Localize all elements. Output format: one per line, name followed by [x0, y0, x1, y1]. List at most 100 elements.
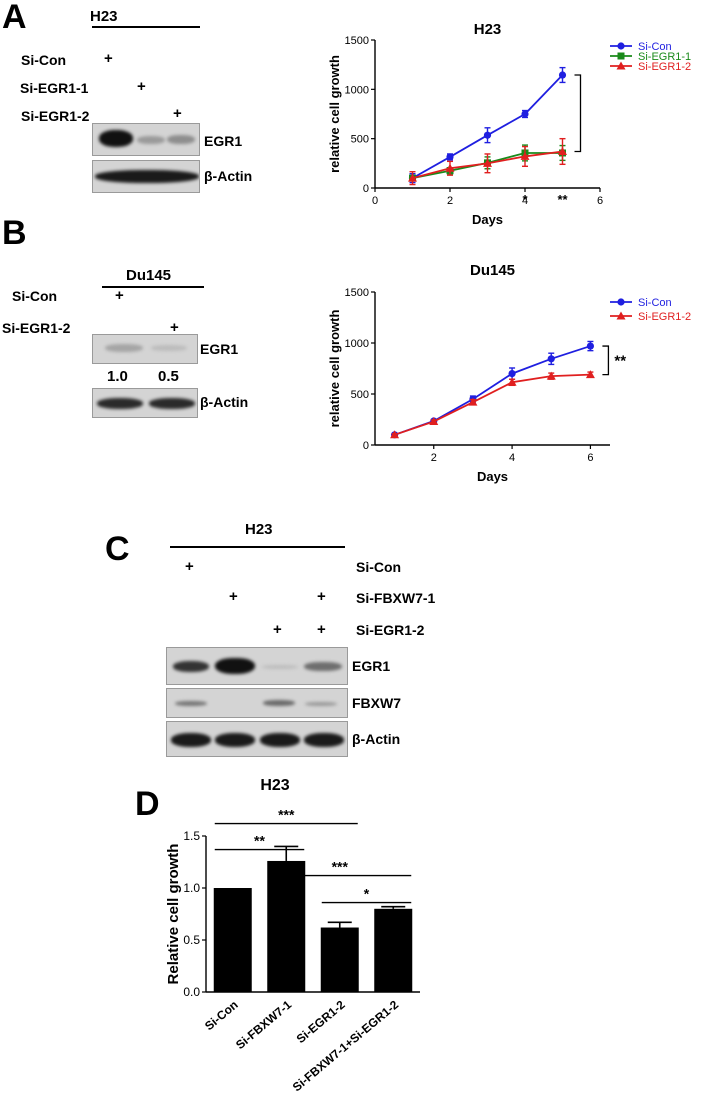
y-tick-label: 1000: [345, 338, 369, 350]
x-tick-label: 2: [431, 452, 437, 464]
legend-label: Si-EGR1-2: [638, 61, 691, 73]
condition-label-si-egr1-1: Si-EGR1-1: [20, 80, 89, 96]
plus-marker: +: [104, 50, 113, 67]
plus-marker: +: [170, 319, 179, 336]
condition-label-si-egr1-2: Si-EGR1-2: [2, 320, 71, 336]
x-tick-label: Si-EGR1-2: [294, 997, 348, 1046]
condition-label-si-fbxw7-1: Si-FBXW7-1: [356, 590, 436, 606]
plus-marker: +: [273, 621, 282, 638]
quantification-lane-2: 0.5: [158, 368, 179, 385]
data-point: [547, 355, 555, 363]
data-point: [585, 370, 595, 379]
quantification-lane-1: 1.0: [107, 368, 128, 385]
data-point: [483, 131, 492, 139]
data-point: [521, 110, 529, 118]
data-point: [520, 151, 530, 160]
data-point: [586, 342, 595, 350]
panel-c-label: C: [105, 530, 130, 568]
condition-label-si-egr1-2: Si-EGR1-2: [21, 108, 90, 124]
panel-a-label: A: [2, 0, 27, 36]
band: [262, 665, 298, 669]
data-point: [617, 298, 625, 306]
series-line: [394, 345, 591, 436]
data-point: [445, 163, 455, 172]
y-tick-label: 0: [363, 183, 369, 195]
y-tick-label: 0.5: [183, 933, 200, 947]
bar: [320, 927, 359, 992]
band: [305, 702, 337, 706]
bar: [213, 888, 252, 992]
y-tick-label: 500: [351, 389, 369, 401]
beta-actin-blot: [92, 388, 198, 418]
condition-label-si-con: Si-Con: [12, 288, 58, 304]
y-axis-label: Relative cell growth: [165, 844, 182, 985]
condition-label-si-con: Si-Con: [356, 559, 402, 575]
egr1-blot: [92, 123, 200, 156]
x-tick-label: Si-FBXW7-1: [233, 997, 294, 1052]
data-point: [617, 52, 625, 60]
data-point: [446, 153, 454, 161]
beta-actin-blot: [92, 160, 200, 193]
protein-label-egr1: EGR1: [200, 341, 239, 357]
series-si-con: [390, 340, 595, 439]
significance-bracket: [602, 345, 610, 376]
significance-marker: ***: [278, 807, 295, 823]
band: [95, 170, 199, 183]
band: [175, 701, 207, 706]
band: [215, 658, 255, 674]
condition-label-si-egr1-2: Si-EGR1-2: [356, 622, 425, 638]
plus-marker: +: [137, 78, 146, 95]
band: [304, 733, 344, 747]
bar: [267, 860, 306, 992]
protein-label-beta-actin: β-Actin: [352, 731, 401, 747]
protein-label-fbxw7: FBXW7: [352, 695, 401, 711]
chart-title: H23: [474, 21, 502, 38]
y-tick-label: 500: [351, 134, 369, 146]
data-point: [616, 311, 626, 320]
x-tick-label: 4: [522, 195, 528, 207]
band: [137, 136, 165, 144]
series-si-egr1-2: [408, 137, 567, 186]
y-tick-label: 1.0: [183, 881, 200, 895]
plus-marker: +: [115, 287, 124, 304]
panel-b-label: B: [2, 214, 27, 252]
y-tick-label: 1500: [345, 35, 369, 47]
data-point: [558, 146, 567, 155]
y-tick-label: 0: [363, 440, 369, 452]
y-tick-label: 1000: [345, 84, 369, 96]
panel-d-label: D: [135, 785, 160, 823]
band: [105, 344, 143, 352]
egr1-blot: [166, 647, 348, 685]
protein-label-beta-actin: β-Actin: [200, 394, 249, 410]
x-tick-label: 0: [372, 195, 378, 207]
cell-line-underline: [170, 546, 345, 548]
band: [215, 733, 255, 747]
panel-a: A H23 Si-Con Si-EGR1-1 Si-EGR1-2 + + + E…: [0, 0, 714, 240]
band: [149, 398, 195, 409]
data-point: [507, 377, 517, 386]
x-tick-label: 2: [447, 195, 453, 207]
series-line: [394, 373, 591, 436]
legend-label: Si-Con: [638, 41, 672, 53]
bar: [374, 908, 413, 992]
cell-line-label: H23: [245, 521, 273, 538]
data-point: [617, 42, 625, 50]
cell-line-label: H23: [90, 8, 118, 25]
protein-label-beta-actin: β-Actin: [204, 168, 253, 184]
protein-label-egr1: EGR1: [204, 133, 243, 149]
plus-marker: +: [317, 621, 326, 638]
band: [99, 130, 133, 147]
data-point: [429, 417, 439, 426]
x-tick-label: Si-FBXW7-1+Si-EGR1-2: [290, 997, 402, 1094]
chart-title: Du145: [470, 262, 515, 279]
cell-line-underline: [92, 26, 200, 28]
fbxw7-blot: [166, 688, 348, 718]
data-point: [616, 61, 626, 70]
y-axis-label: relative cell growth: [327, 310, 342, 428]
data-point: [558, 71, 567, 79]
y-tick-label: 1.5: [183, 829, 200, 843]
significance-marker: **: [254, 833, 265, 849]
panel-c: C H23 + + + + + Si-Con Si-FBXW7-1 Si-EGR…: [0, 510, 714, 760]
data-point: [546, 371, 556, 380]
beta-actin-blot: [166, 721, 348, 757]
